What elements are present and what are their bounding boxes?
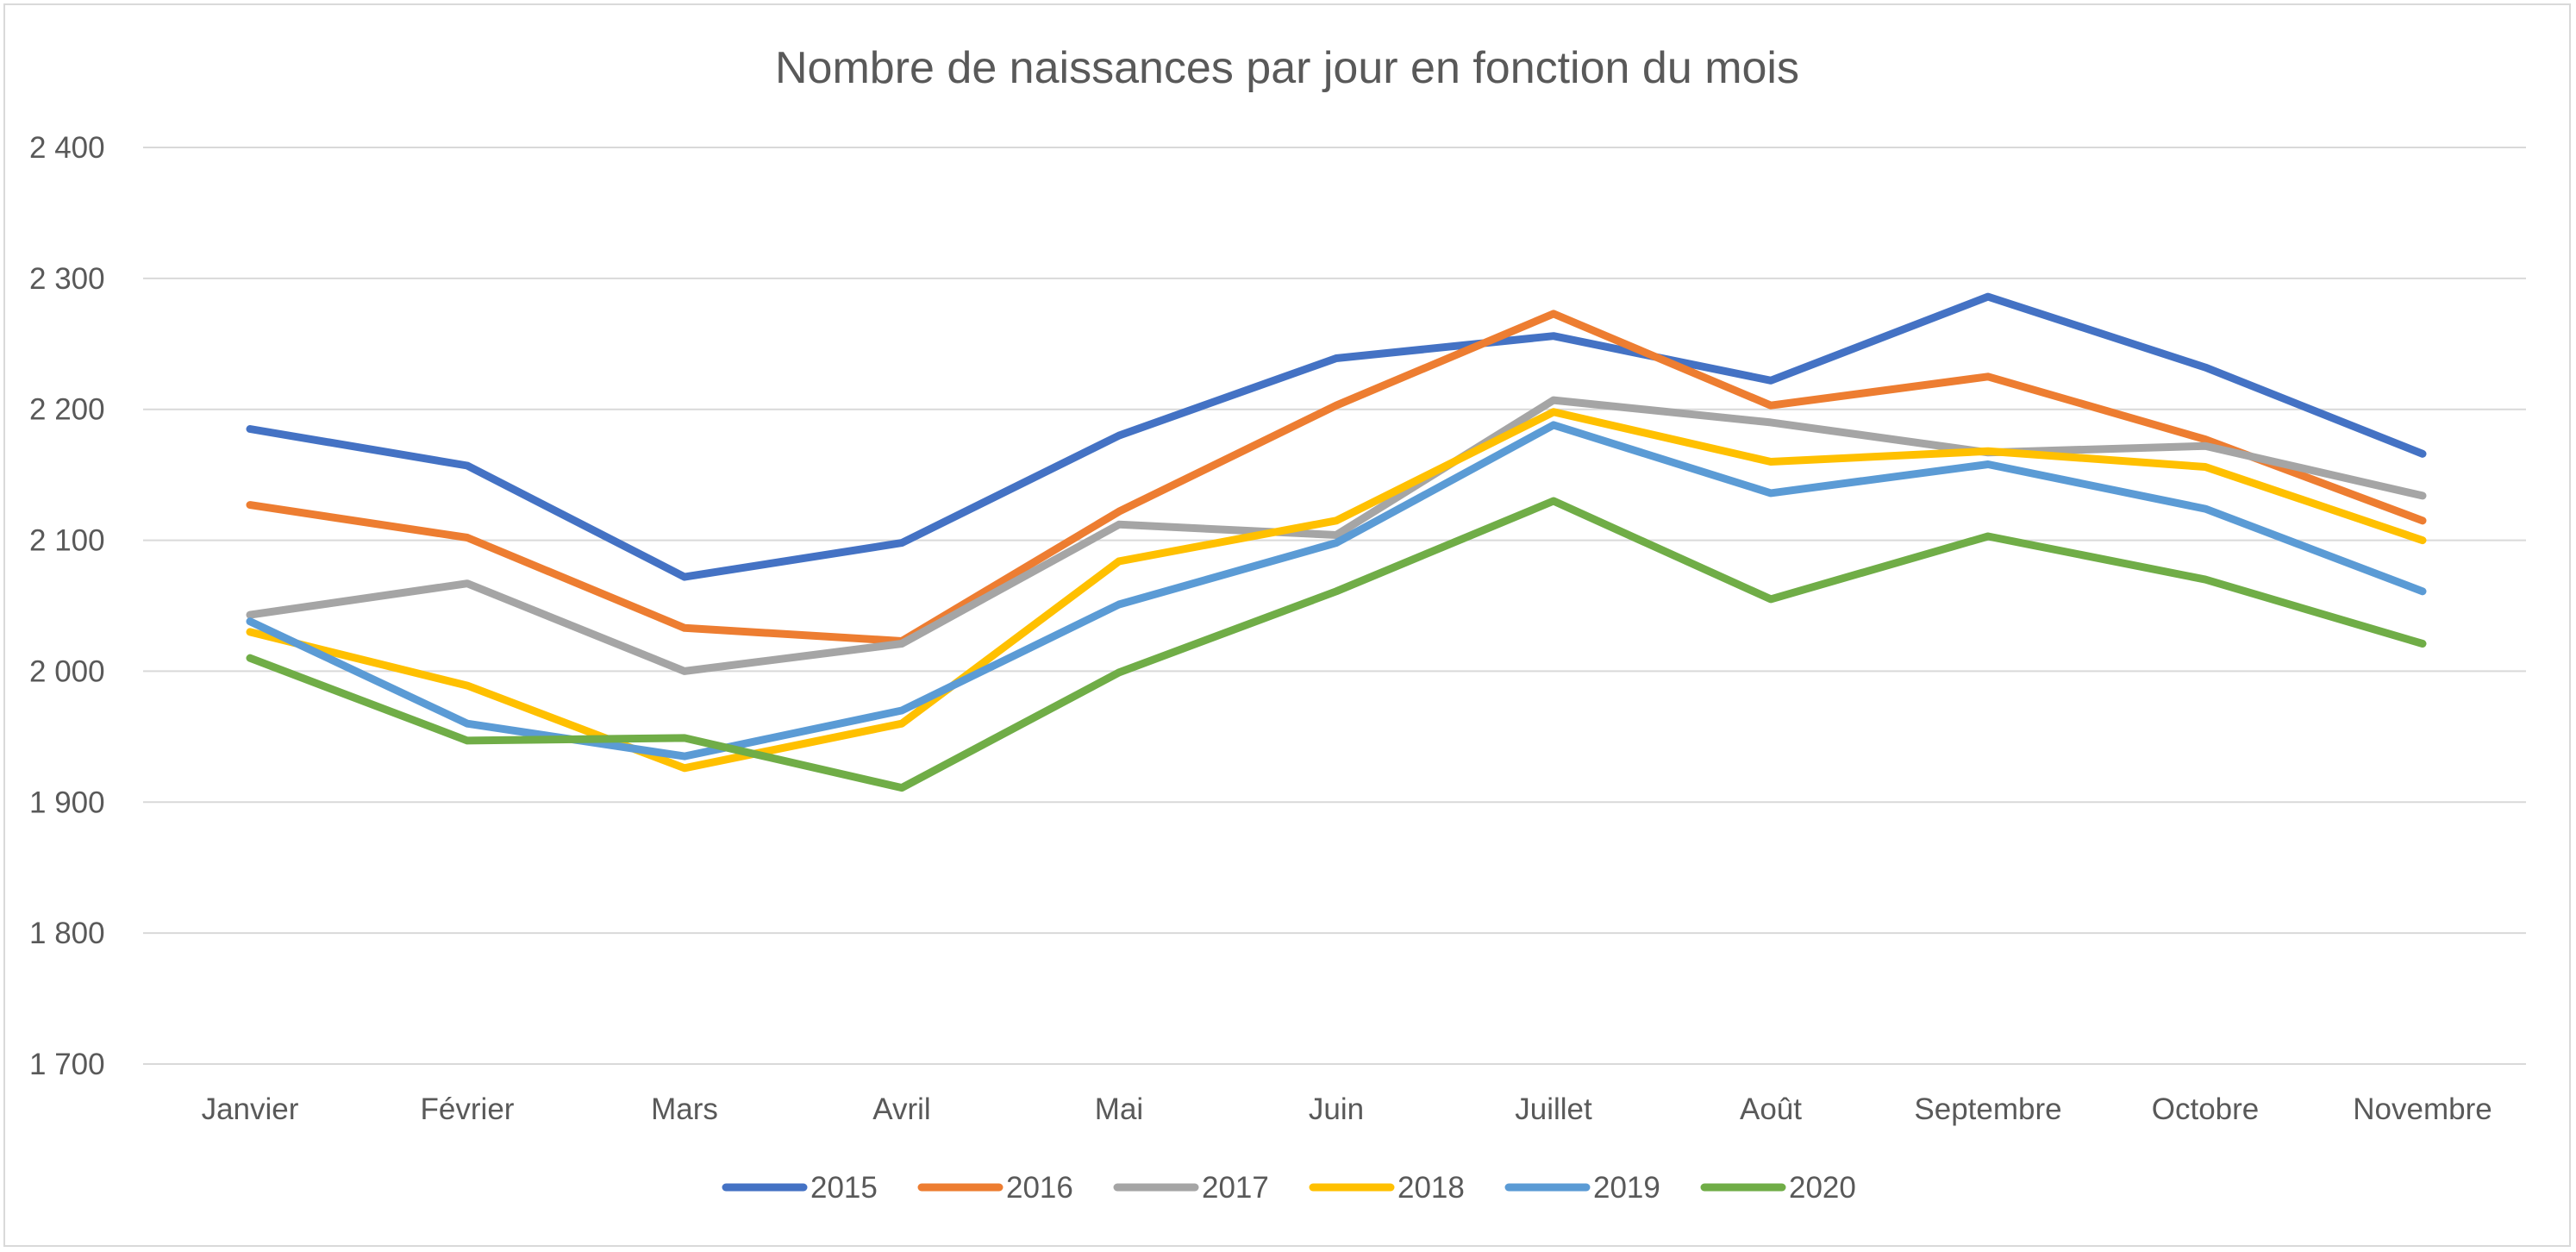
x-tick-label: Septembre [1914, 1092, 2061, 1126]
x-tick-label: Août [1740, 1092, 1802, 1126]
y-tick-label: 2 300 [29, 262, 105, 296]
legend-label: 2018 [1397, 1171, 1465, 1205]
legend-label: 2020 [1789, 1171, 1856, 1205]
series-line-2020 [246, 497, 2427, 792]
legend-label: 2015 [810, 1171, 878, 1205]
x-tick-label: Mars [651, 1092, 718, 1126]
series-line-2019 [246, 421, 2427, 761]
x-tick-label: Janvier [202, 1092, 299, 1126]
chart-frame [3, 3, 2571, 1247]
chart-title: Nombre de naissances par jour en fonctio… [775, 43, 1799, 93]
x-tick-label: Juillet [1515, 1092, 1592, 1126]
y-tick-label: 1 700 [29, 1048, 105, 1081]
legend-label: 2016 [1006, 1171, 1073, 1205]
x-axis-ticks: Janvier Février Mars Avril Mai Juin Juillet Aoû… [202, 1092, 2492, 1126]
x-tick-label: Novembre [2353, 1092, 2492, 1126]
y-tick-label: 2 100 [29, 524, 105, 558]
gridlines [143, 147, 2526, 1065]
y-tick-label: 1 900 [29, 786, 105, 819]
x-tick-label: Avril [872, 1092, 930, 1126]
series-lines [246, 292, 2427, 792]
x-tick-label: Février [421, 1092, 515, 1126]
y-tick-label: 2 400 [29, 131, 105, 165]
legend-label: 2017 [1202, 1171, 1269, 1205]
y-axis-ticks: 1 700 1 800 1 900 2 000 2 100 2 200 2 300 2 400 [29, 131, 105, 1081]
series-line-2017 [246, 396, 2427, 675]
x-tick-label: Mai [1095, 1092, 1143, 1126]
series-line-2015 [246, 292, 2427, 581]
x-tick-label: Juin [1309, 1092, 1364, 1126]
y-tick-label: 2 200 [29, 393, 105, 427]
series-line-2016 [246, 310, 2427, 645]
legend-label: 2019 [1593, 1171, 1660, 1205]
x-tick-label: Octobre [2152, 1092, 2260, 1126]
legend: 2015 2016 2017 2018 2019 2020 [722, 1171, 1856, 1205]
y-tick-label: 2 000 [29, 654, 105, 688]
y-tick-label: 1 800 [29, 917, 105, 950]
